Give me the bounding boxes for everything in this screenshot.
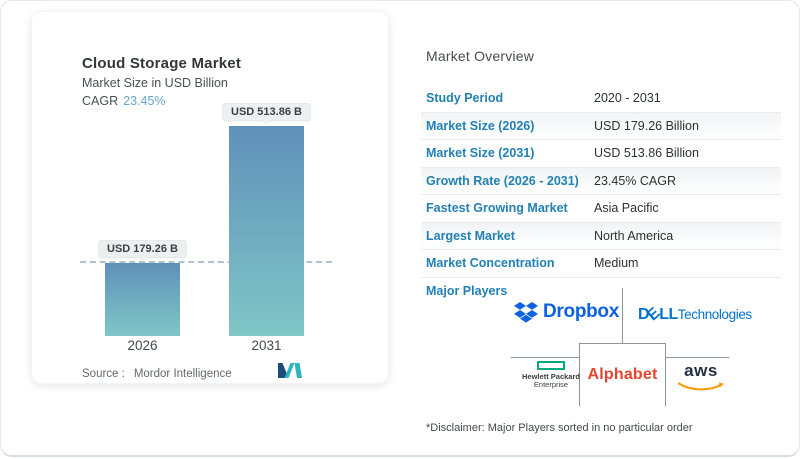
cagr-value: 23.45% <box>123 94 166 108</box>
hpe-rect-icon <box>537 361 565 370</box>
bar-value-label-2026: USD 179.26 B <box>98 240 187 262</box>
row-label: Growth Rate (2026 - 2031) <box>426 173 579 188</box>
bar-value-text-2026: USD 179.26 B <box>107 243 178 255</box>
mordor-intelligence-icon <box>278 363 302 378</box>
dropbox-logo: Dropbox <box>514 301 619 323</box>
bar-chart-plot: USD 179.26 B USD 513.86 B 2026 2031 <box>80 103 332 353</box>
row-label: Largest Market <box>426 228 515 243</box>
aws-logo: aws <box>677 362 725 398</box>
players-horizontal-divider-left <box>511 357 579 358</box>
x-axis-label-2026: 2026 <box>127 338 158 353</box>
hpe-line2: Enterprise <box>533 380 569 389</box>
table-row-market-size-2026: Market Size (2026) USD 179.26 Billion <box>421 112 781 140</box>
bar-2026 <box>105 263 180 336</box>
cagr-label: CAGR <box>82 94 119 108</box>
table-row-largest-market: Largest Market North America <box>421 222 781 250</box>
source-label: Source : <box>82 368 125 380</box>
reference-dashed-line <box>80 261 332 263</box>
overview-heading: Market Overview <box>426 48 535 64</box>
dropbox-wordmark: Dropbox <box>543 301 620 322</box>
source-line: Source : Mordor Intelligence <box>82 368 232 380</box>
overview-table: Study Period 2020 - 2031 Market Size (20… <box>421 85 781 278</box>
row-value: 23.45% CAGR <box>594 173 676 188</box>
chart-title: Cloud Storage Market <box>82 55 242 72</box>
disclaimer-text: *Disclaimer: Major Players sorted in no … <box>426 422 693 434</box>
row-value: North America <box>594 228 674 243</box>
bar-2031 <box>229 126 304 336</box>
row-value: USD 513.86 Billion <box>594 146 699 161</box>
source-value: Mordor Intelligence <box>133 368 232 380</box>
aws-smile-icon <box>678 382 724 391</box>
dell-wordmark: DELL <box>638 304 678 325</box>
row-label: Study Period <box>426 91 504 106</box>
bar-value-label-2031: USD 513.86 B <box>222 103 311 125</box>
dell-technologies-logo: DELLTechnologies <box>638 304 752 325</box>
row-value: USD 179.26 Billion <box>594 118 699 133</box>
table-row-market-size-2031: Market Size (2031) USD 513.86 Billion <box>421 140 781 168</box>
alphabet-logo: Alphabet <box>579 343 666 406</box>
row-value: Asia Pacific <box>594 201 659 216</box>
major-players-label: Major Players <box>426 284 508 298</box>
players-vertical-divider <box>622 288 623 343</box>
row-label: Market Size (2026) <box>426 118 535 133</box>
row-value: 2020 - 2031 <box>594 91 661 106</box>
table-row-study-period: Study Period 2020 - 2031 <box>421 85 781 113</box>
row-label: Market Concentration <box>426 256 555 271</box>
x-axis-label-2031: 2031 <box>251 338 282 353</box>
bar-value-text-2031: USD 513.86 B <box>231 106 302 118</box>
dell-suffix: Technologies <box>677 307 752 322</box>
table-row-growth-rate: Growth Rate (2026 - 2031) 23.45% CAGR <box>421 167 781 195</box>
chart-cagr-line: CAGR 23.45% <box>82 94 166 108</box>
dropbox-icon <box>514 301 538 323</box>
table-row-fastest-growing-market: Fastest Growing Market Asia Pacific <box>421 195 781 223</box>
row-label: Fastest Growing Market <box>426 201 568 216</box>
hpe-line1: Hewlett Packard <box>522 372 580 381</box>
alphabet-wordmark: Alphabet <box>587 366 658 383</box>
players-horizontal-divider-right <box>666 357 729 358</box>
hpe-logo: Hewlett Packard Enterprise <box>513 361 589 389</box>
chart-subtitle: Market Size in USD Billion <box>82 76 228 90</box>
row-value: Medium <box>594 256 639 271</box>
table-row-market-concentration: Market Concentration Medium <box>421 250 781 278</box>
row-label: Market Size (2031) <box>426 146 535 161</box>
aws-wordmark: aws <box>684 361 718 380</box>
chart-card: Cloud Storage Market Market Size in USD … <box>31 11 389 384</box>
